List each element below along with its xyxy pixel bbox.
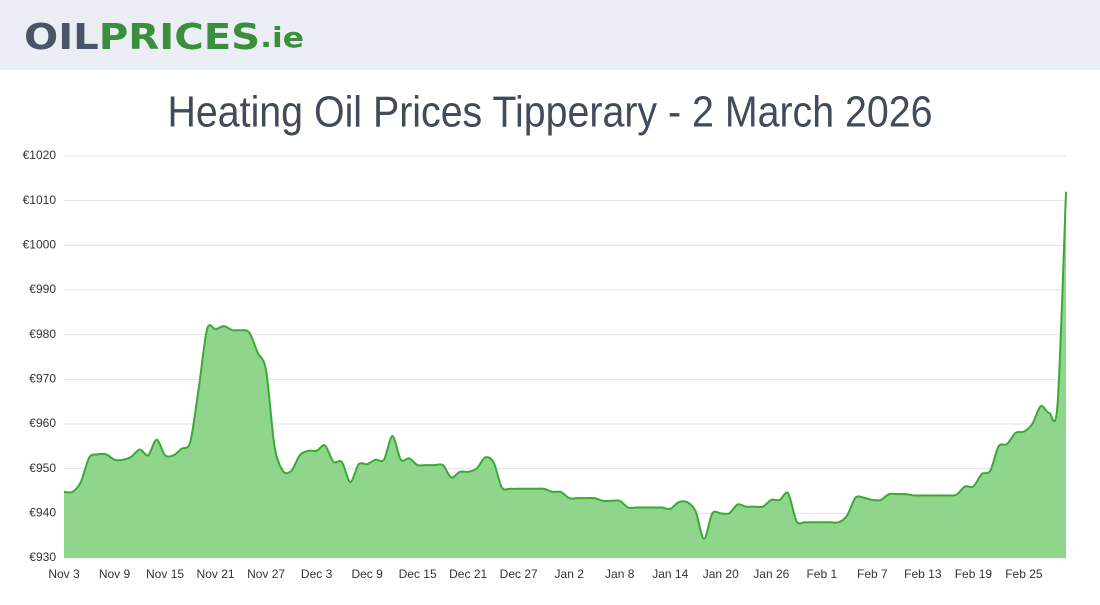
x-tick-label: Dec 9 — [351, 567, 383, 581]
y-tick-label: €950 — [29, 461, 56, 475]
price-line — [63, 191, 1067, 540]
y-tick-label: €970 — [29, 372, 56, 386]
x-tick-label: Feb 1 — [806, 567, 837, 581]
x-tick-label: Jan 2 — [555, 567, 585, 581]
y-tick-label: €940 — [29, 506, 56, 520]
x-tick-label: Nov 15 — [146, 567, 184, 581]
x-tick-label: Nov 3 — [48, 567, 80, 581]
x-tick-label: Nov 9 — [99, 567, 131, 581]
x-tick-label: Dec 3 — [301, 567, 333, 581]
x-tick-label: Jan 8 — [605, 567, 635, 581]
x-tick-label: Feb 25 — [1005, 567, 1043, 581]
x-tick-label: Jan 20 — [703, 567, 739, 581]
y-tick-label: €1010 — [23, 193, 57, 207]
y-tick-label: €980 — [29, 327, 56, 341]
y-tick-label: €990 — [29, 282, 56, 296]
chart-title: Heating Oil Prices Tipperary - 2 March 2… — [168, 88, 933, 137]
x-tick-label: Jan 26 — [753, 567, 789, 581]
header-bar — [0, 0, 1100, 70]
x-tick-label: Jan 14 — [652, 567, 688, 581]
x-tick-label: Dec 27 — [500, 567, 538, 581]
y-tick-label: €930 — [29, 550, 56, 564]
x-tick-label: Dec 15 — [399, 567, 437, 581]
logo-part: OIL — [24, 17, 99, 58]
x-tick-label: Feb 13 — [904, 567, 942, 581]
y-tick-label: €1000 — [23, 238, 57, 252]
x-tick-label: Dec 21 — [449, 567, 487, 581]
y-tick-label: €960 — [29, 416, 56, 430]
x-tick-label: Nov 21 — [197, 567, 235, 581]
logo-part: PRICES — [99, 17, 260, 58]
x-tick-label: Feb 7 — [857, 567, 888, 581]
logo-part: .ie — [260, 21, 304, 54]
logo[interactable]: OIL PRICES .ie — [24, 17, 304, 58]
x-tick-label: Feb 19 — [955, 567, 993, 581]
y-tick-label: €1020 — [23, 148, 57, 162]
x-tick-label: Nov 27 — [247, 567, 285, 581]
area-fill — [64, 191, 1066, 558]
